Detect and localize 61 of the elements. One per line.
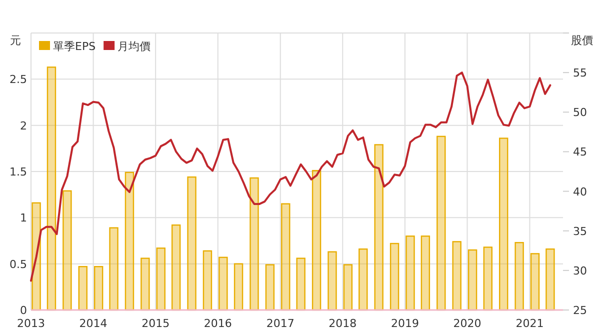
legend-label: 月均價 (118, 40, 151, 53)
bar (171, 224, 181, 311)
bar (312, 170, 322, 311)
bar (32, 202, 41, 311)
x-tick-label: 2014 (79, 317, 108, 330)
bar (46, 66, 56, 311)
bar (483, 246, 492, 311)
y2-tick-label: 30 (573, 264, 587, 278)
x-tick-label: 2019 (390, 317, 419, 330)
x-tick-label: 2020 (453, 317, 482, 330)
bar (343, 264, 353, 311)
y-tick-label: 0.5 (10, 258, 27, 271)
bar (374, 144, 384, 311)
y-tick-label: 2 (20, 119, 27, 132)
line-series (30, 72, 552, 282)
bar (109, 227, 118, 311)
bar (546, 248, 555, 311)
y2-axis-title: 股價 (571, 34, 593, 47)
bar (218, 256, 228, 311)
bar (156, 248, 166, 311)
bar (140, 258, 150, 311)
x-tick-label: 2017 (266, 317, 294, 330)
bar (94, 266, 104, 311)
bar (265, 264, 275, 311)
bar (452, 241, 462, 311)
y-tick-label: 0 (20, 304, 27, 317)
bar (250, 177, 259, 311)
bar (436, 136, 446, 311)
bar (390, 242, 400, 311)
y-tick-label: 1.5 (10, 166, 27, 178)
bar (296, 258, 306, 311)
bar (62, 190, 72, 311)
bar (124, 172, 134, 311)
x-tick-label: 2016 (204, 317, 232, 330)
y-tick-label: 2.5 (10, 73, 27, 86)
x-tick-label: 2021 (516, 317, 544, 330)
x-tick-label: 2015 (142, 317, 170, 330)
legend-label: 單季EPS (53, 40, 96, 53)
bar (202, 250, 212, 311)
bar (530, 253, 540, 311)
y2-tick-label: 45 (573, 146, 587, 159)
bar (514, 242, 524, 311)
y2-tick-label: 40 (573, 185, 587, 198)
bar (281, 203, 290, 311)
y-tick-label: 1 (20, 212, 27, 225)
bar (358, 248, 368, 311)
bar (420, 236, 430, 311)
y2-tick-label: 35 (573, 224, 587, 238)
bar (328, 251, 337, 311)
bar (499, 138, 508, 311)
bar (406, 236, 415, 311)
bar (468, 249, 478, 311)
x-tick-label: 2013 (17, 317, 45, 330)
y2-tick-label: 50 (573, 106, 587, 120)
y-axis-title: 元 (10, 34, 21, 47)
bar (234, 263, 244, 311)
bar (78, 266, 88, 311)
y2-tick-label: 55 (573, 66, 587, 80)
x-tick-label: 2018 (328, 317, 357, 330)
bar (187, 176, 196, 311)
y2-tick-label: 25 (573, 304, 587, 317)
